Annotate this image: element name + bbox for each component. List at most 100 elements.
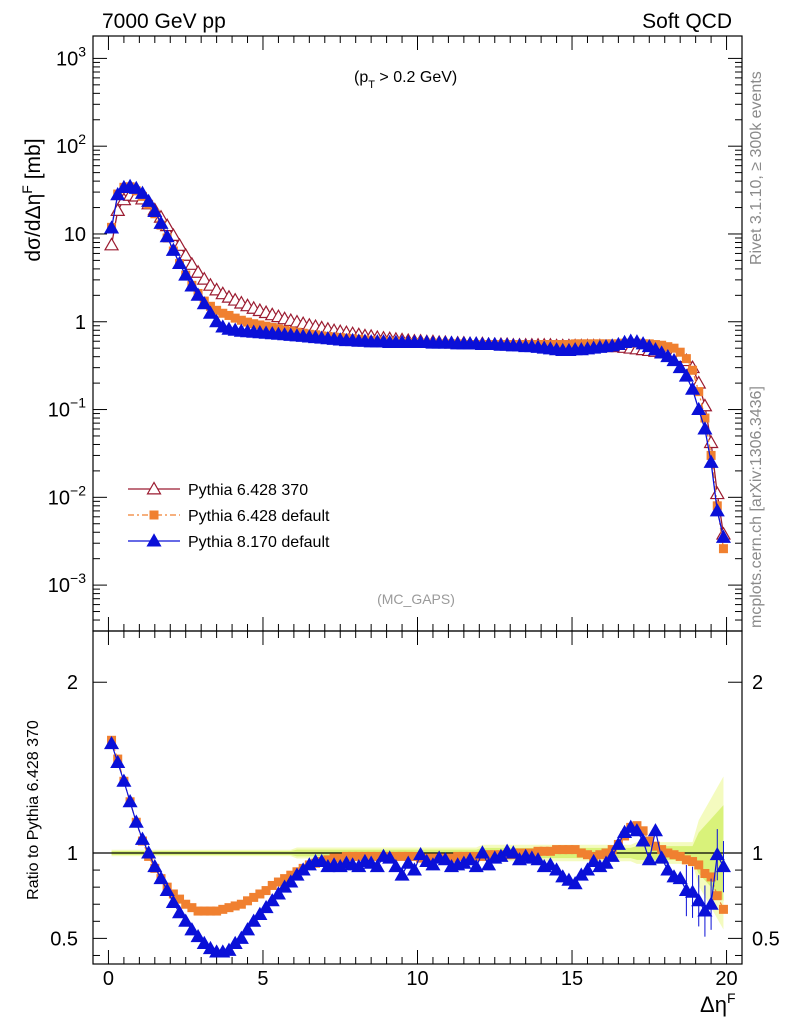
- data-point: [202, 305, 218, 319]
- ratio-point: [255, 889, 265, 899]
- ratio-point: [481, 857, 497, 871]
- x-tick-label: 0: [103, 968, 114, 990]
- data-point: [153, 215, 169, 229]
- ratio-point: [718, 904, 728, 914]
- header-right: Soft QCD: [642, 10, 732, 33]
- ratio-frame: [92, 630, 743, 965]
- data-point: [196, 271, 212, 285]
- data-point: [681, 354, 691, 364]
- ratio-point: [567, 876, 583, 890]
- ratio-point: [264, 893, 280, 907]
- ratio-point: [579, 862, 596, 876]
- data-point: [678, 368, 694, 382]
- y-tick-label-exponent: 2: [78, 131, 86, 147]
- ratio-point: [249, 892, 259, 902]
- y-tick-label: 10−1: [48, 395, 86, 422]
- ratio-point: [147, 858, 163, 873]
- ratio-point: [221, 942, 237, 956]
- data-point: [104, 220, 120, 234]
- ratio-point: [654, 850, 670, 864]
- ratio-point: [153, 870, 169, 885]
- legend-marker: [146, 481, 162, 495]
- main-series: [104, 178, 731, 554]
- ratio-point: [224, 903, 234, 913]
- ratio-point: [685, 884, 701, 898]
- ratio-point: [196, 935, 212, 949]
- data-point: [718, 544, 728, 554]
- ratio-point: [542, 857, 558, 871]
- ratio-point: [391, 851, 401, 861]
- legend-entry: Pythia 6.428 default: [128, 508, 330, 525]
- data-point: [147, 203, 163, 218]
- ratio-point: [252, 906, 268, 920]
- x-axis-title: ΔηF: [700, 990, 736, 1017]
- ratio-point: [230, 901, 240, 911]
- side-text-top: Rivet 3.1.10, ≥ 300k events: [748, 71, 765, 265]
- ratio-series: [104, 735, 731, 958]
- y-tick-label-base: 10: [48, 575, 70, 597]
- analysis-tag: (MC_GAPS): [377, 591, 455, 607]
- ratio-y-tick-label-left: 2: [67, 672, 78, 694]
- ratio-point: [576, 848, 586, 858]
- ratio-point: [382, 850, 398, 864]
- ratio-point: [409, 851, 419, 861]
- ratio-point: [116, 773, 132, 787]
- ratio-point: [462, 852, 478, 866]
- ratio-point: [159, 882, 175, 897]
- data-point: [715, 529, 731, 543]
- data-point: [202, 277, 218, 291]
- y-tick-label-base: 10: [64, 224, 86, 246]
- ratio-point: [394, 867, 410, 881]
- ratio-point: [604, 848, 620, 862]
- ratio-point: [533, 846, 543, 856]
- ratio-point: [586, 853, 602, 868]
- data-point: [255, 320, 265, 330]
- data-point: [697, 421, 713, 435]
- ratio-point: [388, 858, 404, 873]
- ratio-point: [400, 855, 416, 869]
- ratio-pythia-6-428-default: [107, 735, 728, 916]
- legend-entry: Pythia 6.428 370: [128, 481, 308, 499]
- ratio-point: [134, 831, 150, 845]
- data-point: [178, 267, 194, 281]
- ratio-point: [549, 862, 565, 876]
- x-axis-title-base: Δη: [700, 992, 727, 1017]
- ratio-point: [397, 851, 407, 861]
- ratio-point: [239, 922, 256, 936]
- data-point: [230, 313, 240, 323]
- main-x-ticks: [107, 36, 728, 631]
- ratio-point: [233, 930, 249, 944]
- y-tick-label-base: 1: [75, 312, 86, 334]
- ratio-point: [706, 872, 716, 882]
- data-point: [165, 242, 181, 256]
- ratio-point: [413, 846, 429, 861]
- legend-label: Pythia 6.428 default: [188, 508, 330, 525]
- data-point: [104, 237, 120, 251]
- y-tick-label-exponent: −2: [70, 482, 86, 498]
- ratio-panel: 0.5 0.51 12 20 5 10 15 20 Ratio to Pythia 6.428…: [25, 630, 780, 1017]
- y-tick-label: 10−3: [48, 570, 86, 597]
- ratio-point: [128, 814, 144, 828]
- data-point: [224, 310, 234, 320]
- side-text-bottom: mcplots.cern.ch [arXiv:1306.3436]: [748, 386, 765, 628]
- data-point: [703, 454, 719, 468]
- data-point: [700, 413, 710, 423]
- cut-annotation-tail: > 0.2 GeV): [375, 69, 457, 86]
- y-tick-label-base: 10: [48, 400, 70, 422]
- ratio-point: [552, 845, 562, 855]
- y-tick-label: 10: [64, 224, 86, 246]
- data-point: [110, 202, 126, 216]
- ratio-point: [425, 857, 441, 871]
- ratio-point: [598, 855, 614, 869]
- ratio-point: [122, 794, 138, 808]
- header-left: 7000 GeV pp: [102, 10, 226, 33]
- ratio-point: [530, 852, 546, 866]
- ratio-point: [660, 862, 676, 876]
- ratio-point: [280, 874, 290, 884]
- ratio-point: [171, 905, 188, 919]
- ratio-point: [629, 823, 645, 837]
- data-point: [669, 343, 679, 353]
- data-point: [688, 365, 698, 375]
- data-point: [196, 296, 212, 310]
- y-tick-label-exponent: 3: [78, 43, 86, 59]
